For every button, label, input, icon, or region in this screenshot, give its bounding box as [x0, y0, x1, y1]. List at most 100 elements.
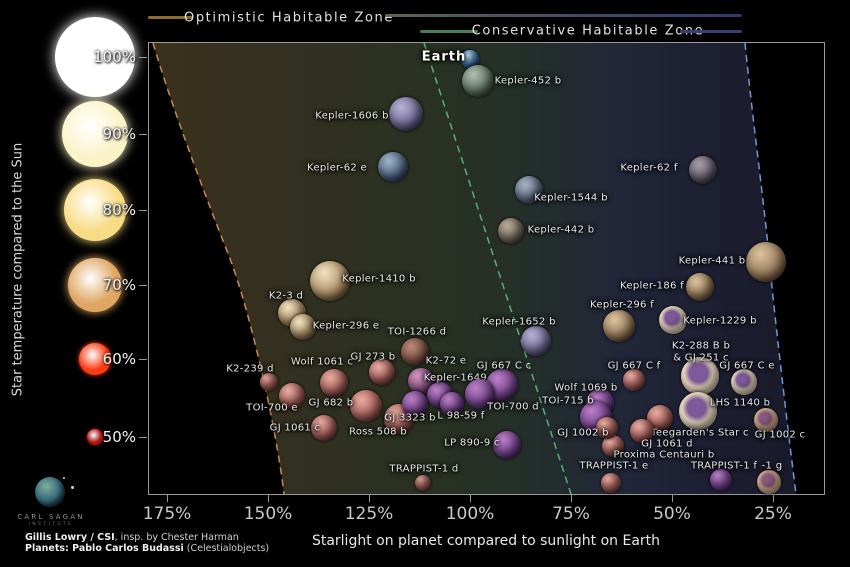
planet-label-kepler-1410-b: Kepler-1410 b — [342, 273, 416, 285]
x-axis-tick — [167, 495, 168, 502]
planet-kepler-296-e — [290, 314, 316, 340]
y-axis-tick — [139, 437, 147, 438]
planet-gj-3323-b — [402, 391, 428, 417]
planet-label-toi-1266-d: TOI-1266 d — [387, 326, 447, 338]
y-axis-tick — [139, 57, 147, 58]
planet-label-kepler-62-f: Kepler-62 f — [620, 162, 678, 174]
planet-gj-1061-c — [311, 415, 337, 441]
planet-label-kepler-1606-b: Kepler-1606 b — [315, 110, 389, 122]
planet-label-kepler-441-b: Kepler-441 b — [678, 255, 746, 267]
credit-line-1: Gillis Lowry / CSI, insp. by Chester Har… — [25, 532, 239, 543]
optimistic-boundary-dash — [152, 43, 285, 494]
planet-toi-700-d — [465, 379, 495, 409]
y-axis-tick — [139, 359, 147, 360]
planet-label-trappist-1-f: TRAPPIST-1 f — [690, 460, 758, 472]
planet-toi-700-e — [279, 383, 305, 409]
planet-label-ross-508-b: Ross 508 b — [349, 426, 407, 438]
x-axis-tick — [773, 495, 774, 502]
x-axis-tick — [369, 495, 370, 502]
planet-gj-1002-c — [754, 408, 778, 432]
csi-logo-text: INSTITUTE — [28, 522, 74, 527]
planet-1-g — [757, 470, 781, 494]
y-axis-tick — [139, 210, 147, 211]
planet-label-earth: Earth — [421, 49, 467, 65]
x-axis-tick-label: 175% — [142, 504, 192, 524]
conservative-zone-label: Conservative Habitable Zone — [471, 23, 705, 39]
planet-label-wolf-1061-c: Wolf 1061 c — [290, 356, 354, 368]
planet-lhs-1140-b — [679, 392, 717, 430]
credit-planet-artist: Planets: Pablo Carlos Budassi — [25, 543, 184, 554]
planet-kepler-1544-b — [515, 176, 543, 204]
optimistic-zone-right-line — [385, 14, 742, 17]
outer-boundary-dash — [744, 43, 797, 494]
planet-label-gj-3323-b: GJ 3323 b — [384, 412, 436, 424]
planet-label-trappist-1-d: TRAPPIST-1 d — [389, 463, 459, 475]
planet-label-teegarden-s-star-c: Teegarden's Star c — [651, 427, 749, 439]
planet-label-lhs-1140-b: LHS 1140 b — [709, 397, 771, 409]
planet-label-gj-1002-b: GJ 1002 b — [557, 427, 609, 439]
planet-label-toi-700-e: TOI-700 e — [246, 402, 298, 414]
planet-label-kepler-296-f: Kepler-296 f — [590, 299, 654, 311]
planet-trappist-1-f — [710, 469, 732, 491]
planet-label-gj-1002-c: GJ 1002 c — [754, 429, 806, 441]
credit-inspiration: , insp. by Chester Harman — [114, 532, 239, 543]
planet-kepler-62-f — [689, 156, 717, 184]
planet-label-gj-667-c-c: GJ 667 C c — [476, 360, 532, 372]
y-axis-tick-label: 80% — [102, 201, 136, 219]
planet-label-toi-700-d: TOI-700 d — [487, 401, 539, 413]
optimistic-zone-label: Optimistic Habitable Zone — [184, 10, 394, 26]
y-axis-tick-label: 90% — [102, 125, 136, 143]
csi-logo-star — [71, 486, 74, 489]
planet-wolf-1061-c — [320, 369, 348, 397]
planet-label-k2-239-d: K2-239 d — [226, 363, 274, 375]
x-axis-title: Starlight on planet compared to sunlight… — [311, 533, 661, 549]
x-axis-tick — [672, 495, 673, 502]
y-axis-title: Star temperature compared to the Sun — [10, 142, 26, 397]
planet-label-gj-682-b: GJ 682 b — [308, 397, 354, 409]
planet-gj-1002-b — [596, 417, 618, 439]
conservative-zone-right-dash — [680, 30, 742, 33]
planet-kepler-442-b — [498, 218, 524, 244]
csi-logo-planet — [35, 477, 65, 507]
y-axis-tick-label: 100% — [93, 48, 136, 66]
planet-label-kepler-296-e: Kepler-296 e — [312, 320, 380, 332]
planet-label-proxima-centauri-b: Proxima Centauri b — [613, 449, 715, 461]
x-axis-tick-label: 50% — [653, 504, 691, 524]
x-axis-tick — [571, 495, 572, 502]
planet-label-kepler-452-b: Kepler-452 b — [494, 75, 562, 87]
star-scale-70 — [68, 258, 122, 312]
planet-label-gj-667-c-f: GJ 667 C f — [607, 360, 661, 372]
planet-label-gj-273-b: GJ 273 b — [350, 351, 396, 363]
star-scale-50 — [87, 429, 103, 445]
planet-kepler-62-e — [378, 152, 408, 182]
planet-label-gj-1061-c: GJ 1061 c — [269, 422, 321, 434]
planet-kepler-1606-b — [389, 97, 423, 131]
planet-label-gj-1061-d: GJ 1061 d — [641, 438, 693, 450]
planet-kepler-1652-b — [521, 326, 551, 356]
x-axis-tick-label: 75% — [552, 504, 590, 524]
planet-kepler-1410-b — [310, 261, 350, 301]
planet-k2-288-b-b-gj-251-c — [681, 357, 719, 395]
planet-gj-667-c-e — [731, 369, 757, 395]
conservative-zone-left-dash — [420, 30, 478, 33]
planet-label-wolf-1069-b: Wolf 1069 b — [554, 382, 618, 394]
planet-label-k2-288-b-b-gj-251-c: K2-288 B b & GJ 251 c — [671, 340, 731, 364]
planet-label-l-98-59-f: L 98-59 f — [437, 410, 485, 422]
planet-gj-667-c-f — [623, 369, 645, 391]
planet-label-toi-715-b: TOI-715 b — [542, 395, 594, 407]
planet-kepler-441-b — [746, 242, 786, 282]
x-axis-tick-label: 150% — [243, 504, 293, 524]
credit-planet-artist-handle: (Celestialobjects) — [183, 543, 270, 554]
planet-label-kepler-1229-b: Kepler-1229 b — [683, 315, 757, 327]
planet-label-kepler-1652-b: Kepler-1652 b — [482, 316, 556, 328]
planet-label-k2-72-e: K2-72 e — [425, 355, 467, 367]
x-axis-tick — [268, 495, 269, 502]
planet-kepler-1229-b — [659, 306, 687, 334]
star-scale-90 — [62, 101, 128, 167]
planet-lp-890-9-c — [493, 431, 521, 459]
credit-author: Gillis Lowry / CSI — [25, 532, 115, 543]
x-axis-tick-label: 100% — [445, 504, 495, 524]
planet-gj-1061-d — [630, 419, 654, 443]
star-scale-80 — [64, 179, 126, 241]
